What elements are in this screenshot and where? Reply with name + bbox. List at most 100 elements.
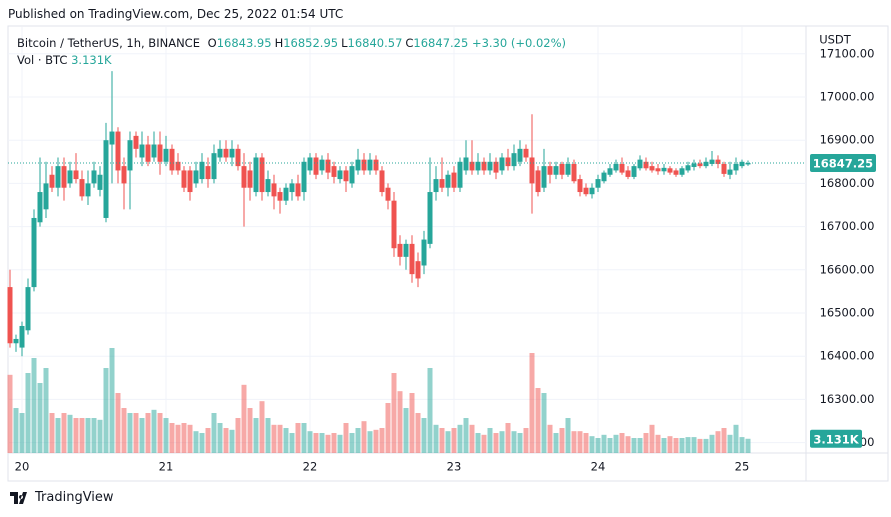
volume-bar xyxy=(505,423,511,453)
candle-body xyxy=(709,159,715,164)
volume-bar xyxy=(511,431,517,453)
candle-body xyxy=(337,170,343,180)
y-tick-label: 17000.00 xyxy=(820,89,875,103)
volume-bar xyxy=(397,391,403,453)
candle-body xyxy=(577,179,583,193)
volume-bar xyxy=(121,408,127,453)
candle-body xyxy=(571,163,577,182)
volume-bar xyxy=(541,393,547,453)
candle-body xyxy=(739,161,745,167)
volume-badge xyxy=(810,429,862,448)
candle-body xyxy=(319,159,325,171)
volume-badge-label: 3.131K xyxy=(813,432,859,446)
x-tick-label: 25 xyxy=(735,460,750,474)
volume-bar xyxy=(685,437,691,453)
candle-body xyxy=(139,144,145,158)
volume-bar xyxy=(409,393,415,453)
volume-bar xyxy=(325,434,331,453)
volume-bar xyxy=(463,418,469,453)
candle-body xyxy=(493,161,499,173)
volume-bar xyxy=(439,428,445,453)
candle-body xyxy=(355,159,361,171)
candle-body xyxy=(517,148,523,162)
volume-bar xyxy=(103,368,109,453)
volume-bar xyxy=(427,368,433,453)
volume-bar xyxy=(679,438,685,453)
candle-body xyxy=(553,166,559,175)
volume-bar xyxy=(475,433,481,453)
candle-body xyxy=(409,243,415,275)
candle-body xyxy=(589,187,595,195)
candle-body xyxy=(469,161,475,171)
legend: Bitcoin / TetherUS, 1h, BINANCE O16843.9… xyxy=(17,35,566,69)
candle-body xyxy=(181,170,187,188)
candle-body xyxy=(475,161,481,171)
candle-body xyxy=(463,157,469,171)
candle-body xyxy=(697,163,703,167)
volume-bar xyxy=(43,368,49,453)
volume-bar xyxy=(337,434,343,453)
candle-body xyxy=(55,166,61,188)
volume-bar xyxy=(457,424,463,453)
candle-body xyxy=(349,166,355,184)
volume-bar xyxy=(697,438,703,453)
candle-body xyxy=(169,148,175,171)
volume-bar xyxy=(277,424,283,453)
published-note: Published on TradingView.com, Dec 25, 20… xyxy=(8,7,344,21)
volume-bar xyxy=(85,418,91,453)
volume-bar xyxy=(313,433,319,453)
ohlc-value: 16840.57 xyxy=(347,36,403,50)
volume-bar xyxy=(661,438,667,453)
volume-bar xyxy=(157,413,163,453)
volume-bar xyxy=(7,374,13,453)
candle-body xyxy=(67,170,73,184)
volume-bar xyxy=(67,414,73,453)
candle-body xyxy=(649,166,655,171)
y-tick-label: 17100.00 xyxy=(820,46,875,60)
candle-body xyxy=(223,148,229,158)
candle-body xyxy=(427,192,433,244)
grid xyxy=(8,27,806,453)
candle-body xyxy=(559,163,565,175)
volume-bar xyxy=(19,413,25,453)
volume-bar xyxy=(367,431,373,453)
volume-bar xyxy=(631,438,637,453)
volume-bar xyxy=(151,409,157,453)
volume-bar xyxy=(307,431,313,453)
candle-body xyxy=(601,172,607,182)
volume-bar xyxy=(223,428,229,453)
volume-bar xyxy=(601,434,607,453)
candle-body xyxy=(667,168,673,173)
symbol: Bitcoin / TetherUS, 1h, BINANCE xyxy=(17,36,200,50)
volume-bar xyxy=(13,408,19,453)
candle-body xyxy=(733,163,739,171)
candle-body xyxy=(673,170,679,175)
candle-body xyxy=(235,148,241,167)
volume-bar xyxy=(565,418,571,453)
candle-body xyxy=(679,168,685,175)
candle-body xyxy=(361,159,367,171)
axes: 16200.0016300.0016400.0016500.0016600.00… xyxy=(8,46,876,474)
volume-bar xyxy=(235,418,241,453)
candle-body xyxy=(145,144,151,162)
footer: TradingView xyxy=(10,490,114,505)
volume-bar xyxy=(295,423,301,453)
candle-body xyxy=(241,166,247,188)
volume-bar xyxy=(265,418,271,453)
candle-body xyxy=(37,192,43,223)
ohlc-key: H xyxy=(274,36,284,50)
volume-bar xyxy=(349,433,355,453)
candle-body xyxy=(373,159,379,171)
volume-bar xyxy=(91,418,97,453)
candle-body xyxy=(619,163,625,173)
volume-bar xyxy=(49,413,55,453)
frame xyxy=(7,25,889,482)
candle-body xyxy=(721,163,727,174)
volume-bar xyxy=(271,424,277,453)
candle-body xyxy=(565,163,571,175)
volume-bar xyxy=(247,408,253,453)
candle-body xyxy=(583,187,589,195)
volume-bar xyxy=(55,418,61,453)
candle-body xyxy=(637,159,643,169)
